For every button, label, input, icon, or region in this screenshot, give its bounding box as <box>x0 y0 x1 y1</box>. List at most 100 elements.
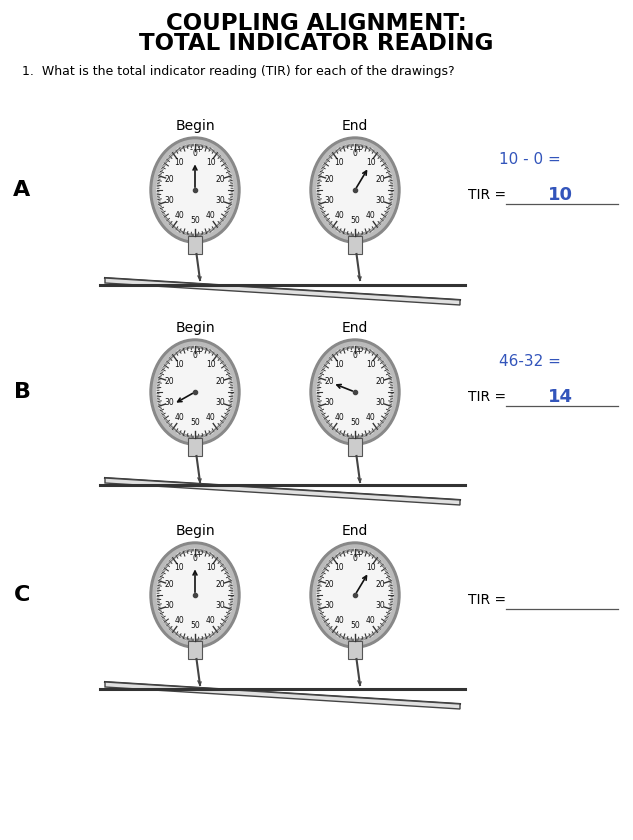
Text: 50: 50 <box>190 217 200 225</box>
Polygon shape <box>105 478 460 505</box>
Text: 50: 50 <box>190 418 200 428</box>
Text: 20: 20 <box>216 176 225 185</box>
Text: 0: 0 <box>192 554 197 563</box>
Text: 14: 14 <box>548 388 572 406</box>
Ellipse shape <box>313 140 397 240</box>
Text: +: + <box>356 348 363 356</box>
FancyBboxPatch shape <box>188 438 202 456</box>
Text: TIR =: TIR = <box>468 390 506 404</box>
Text: 20: 20 <box>376 176 385 185</box>
Text: 50: 50 <box>350 622 360 630</box>
Text: COUPLING ALIGNMENT:: COUPLING ALIGNMENT: <box>166 12 467 34</box>
Ellipse shape <box>150 339 240 445</box>
Text: 10 - 0 =: 10 - 0 = <box>499 153 561 167</box>
Text: +: + <box>196 145 203 155</box>
Text: 20: 20 <box>165 176 174 185</box>
Text: -: - <box>189 145 192 155</box>
Text: +: + <box>196 550 203 559</box>
Text: B: B <box>13 382 30 402</box>
Text: 20: 20 <box>165 377 174 386</box>
Text: 0: 0 <box>192 149 197 158</box>
Polygon shape <box>105 278 460 305</box>
Ellipse shape <box>313 342 397 442</box>
Text: 30: 30 <box>165 397 174 407</box>
Text: 30: 30 <box>216 196 225 205</box>
Text: 10: 10 <box>334 360 344 370</box>
Text: 20: 20 <box>376 377 385 386</box>
FancyBboxPatch shape <box>348 236 362 254</box>
Text: End: End <box>342 524 368 538</box>
Ellipse shape <box>310 137 400 243</box>
Text: 10: 10 <box>367 564 376 572</box>
Text: TOTAL INDICATOR READING: TOTAL INDICATOR READING <box>139 33 493 55</box>
Ellipse shape <box>150 137 240 243</box>
Text: 10: 10 <box>367 158 376 167</box>
Text: +: + <box>196 348 203 356</box>
Text: 40: 40 <box>365 211 375 220</box>
Text: 40: 40 <box>335 211 344 220</box>
Text: 30: 30 <box>376 196 385 205</box>
Text: 40: 40 <box>175 413 184 423</box>
Ellipse shape <box>317 549 393 641</box>
Text: -: - <box>189 550 192 559</box>
Text: 40: 40 <box>365 413 375 423</box>
Text: 0: 0 <box>353 149 358 158</box>
Text: 50: 50 <box>350 217 360 225</box>
Text: 30: 30 <box>165 601 174 610</box>
Text: 10: 10 <box>174 158 184 167</box>
Ellipse shape <box>157 144 233 236</box>
FancyBboxPatch shape <box>188 236 202 254</box>
Text: 40: 40 <box>206 617 215 625</box>
Text: 40: 40 <box>175 617 184 625</box>
Text: 0: 0 <box>192 351 197 360</box>
Text: A: A <box>13 180 30 200</box>
Text: 40: 40 <box>206 413 215 423</box>
Text: 20: 20 <box>325 176 334 185</box>
Text: 20: 20 <box>325 580 334 590</box>
Text: TIR =: TIR = <box>468 593 506 607</box>
Ellipse shape <box>153 342 237 442</box>
Text: 30: 30 <box>165 196 174 205</box>
Text: 1.  What is the total indicator reading (TIR) for each of the drawings?: 1. What is the total indicator reading (… <box>22 65 454 77</box>
Text: 30: 30 <box>325 397 334 407</box>
Text: 30: 30 <box>216 397 225 407</box>
Text: -: - <box>349 550 353 559</box>
Ellipse shape <box>310 542 400 648</box>
Ellipse shape <box>153 140 237 240</box>
Text: 30: 30 <box>376 601 385 610</box>
Text: 10: 10 <box>548 186 572 204</box>
FancyBboxPatch shape <box>348 641 362 659</box>
Text: +: + <box>356 145 363 155</box>
Text: TIR =: TIR = <box>468 188 506 202</box>
Text: 20: 20 <box>165 580 174 590</box>
Text: 40: 40 <box>206 211 215 220</box>
Text: 10: 10 <box>174 360 184 370</box>
Text: 10: 10 <box>206 564 216 572</box>
FancyBboxPatch shape <box>188 641 202 659</box>
Text: 40: 40 <box>335 413 344 423</box>
Text: 20: 20 <box>325 377 334 386</box>
Text: End: End <box>342 321 368 335</box>
Ellipse shape <box>310 339 400 445</box>
Text: C: C <box>14 585 30 605</box>
Ellipse shape <box>157 549 233 641</box>
Text: 30: 30 <box>376 397 385 407</box>
Text: 0: 0 <box>353 351 358 360</box>
Ellipse shape <box>313 545 397 645</box>
Ellipse shape <box>150 542 240 648</box>
Text: 10: 10 <box>334 564 344 572</box>
Text: 30: 30 <box>325 196 334 205</box>
Text: 10: 10 <box>174 564 184 572</box>
Text: Begin: Begin <box>175 119 215 133</box>
Text: Begin: Begin <box>175 524 215 538</box>
Text: 20: 20 <box>376 580 385 590</box>
FancyBboxPatch shape <box>348 438 362 456</box>
Text: 10: 10 <box>334 158 344 167</box>
Text: 30: 30 <box>216 601 225 610</box>
Text: 20: 20 <box>216 377 225 386</box>
Text: -: - <box>189 348 192 356</box>
Text: Begin: Begin <box>175 321 215 335</box>
Text: 30: 30 <box>325 601 334 610</box>
Ellipse shape <box>157 346 233 438</box>
Text: 10: 10 <box>367 360 376 370</box>
